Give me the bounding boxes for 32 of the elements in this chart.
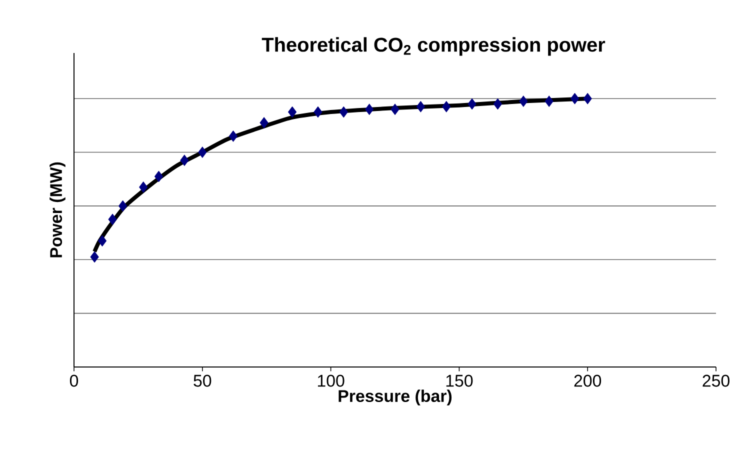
point xyxy=(108,214,117,226)
point xyxy=(468,98,476,110)
point xyxy=(98,235,107,247)
point xyxy=(493,98,502,110)
point xyxy=(139,181,148,193)
point xyxy=(118,200,128,212)
x-axis-title: Pressure (bar) xyxy=(338,390,452,406)
x-tick-label: 200 xyxy=(574,374,602,387)
point xyxy=(339,106,348,118)
chart-title: Theoretical CO$_{2}$ compression power xyxy=(262,37,606,56)
point xyxy=(228,130,238,142)
x-tick-label: 0 xyxy=(70,374,78,387)
point xyxy=(544,96,554,107)
point xyxy=(180,154,189,166)
point xyxy=(416,100,426,112)
point xyxy=(442,100,451,112)
point xyxy=(260,117,268,128)
point xyxy=(570,92,580,104)
point xyxy=(390,104,400,116)
point xyxy=(198,146,207,158)
x-tick-label: 100 xyxy=(318,374,344,387)
point xyxy=(154,170,164,182)
x-tick-label: 50 xyxy=(194,374,212,387)
point xyxy=(365,104,374,116)
point xyxy=(314,106,322,118)
x-tick-label: 250 xyxy=(702,374,730,387)
point xyxy=(288,106,297,118)
point xyxy=(583,92,592,104)
point xyxy=(519,96,528,107)
x-tick-label: 150 xyxy=(446,374,473,387)
y-axis-title: Power (MW) xyxy=(50,162,66,258)
point xyxy=(90,251,99,263)
